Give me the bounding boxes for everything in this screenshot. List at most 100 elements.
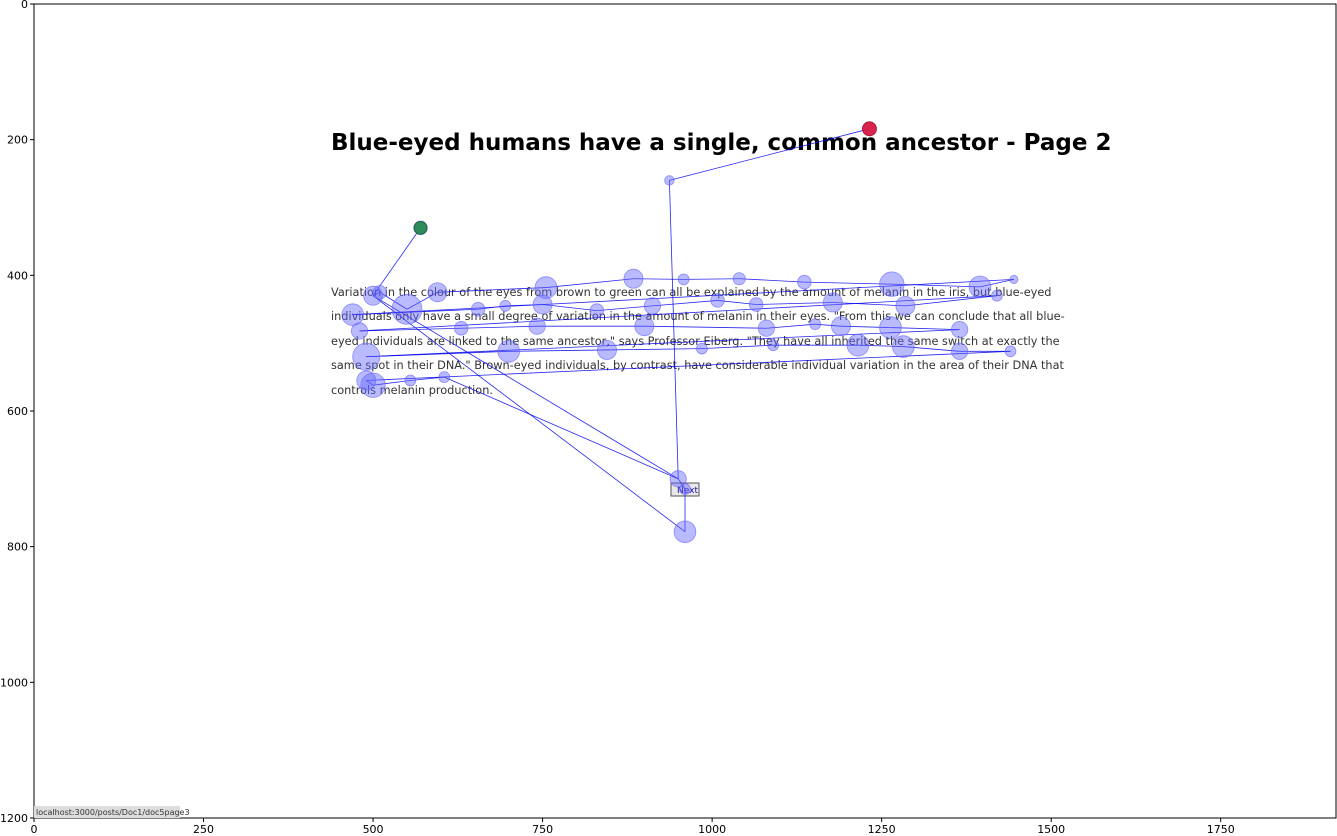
fixation-point	[846, 333, 870, 357]
x-tick-label: 1250	[868, 823, 896, 836]
scanpath-segment	[979, 279, 1014, 288]
scanpath-segment	[379, 291, 408, 310]
fixation-point	[696, 342, 708, 355]
scanpath-segment	[366, 350, 509, 358]
fixation-point	[372, 285, 388, 300]
fixation-point	[679, 483, 691, 495]
scanpath-segment	[701, 344, 774, 349]
scanpath-segment	[677, 478, 686, 490]
scanpath-segment	[372, 295, 686, 533]
fixation-point	[438, 371, 451, 383]
fixation-point	[767, 339, 779, 352]
scanpath-segment	[815, 323, 842, 327]
fixation-point	[623, 268, 644, 289]
fixation-point	[710, 293, 725, 308]
fixation-point	[534, 276, 558, 299]
status-bar: localhost:3000/posts/Doc1/doc5page3	[34, 806, 190, 818]
scanpath-segment	[832, 302, 906, 307]
scanpath-segment	[669, 180, 679, 479]
next-button-label[interactable]: Next	[677, 486, 698, 496]
scanpath-segment	[890, 327, 960, 330]
fixation-point	[797, 274, 812, 290]
x-axis-ticks: 0 250 500 750 1000 1250 1500 1750	[31, 818, 1235, 836]
scanpath-segment	[461, 325, 538, 329]
scanpath-lines	[352, 128, 1014, 533]
scanpath-segment	[372, 227, 421, 296]
fixation-point	[879, 271, 905, 297]
fixation-point	[597, 340, 617, 360]
scanpath-segment	[366, 350, 1011, 381]
fixation-point	[831, 316, 851, 337]
x-tick-label: 0	[31, 823, 38, 836]
y-tick-label: 400	[7, 269, 28, 282]
fixation-point	[589, 303, 605, 318]
x-tick-label: 1750	[1207, 823, 1235, 836]
scanpath-segment	[596, 305, 653, 312]
fixation-point	[427, 282, 448, 303]
scanpath-segment	[542, 304, 597, 312]
fixation-point	[757, 319, 775, 337]
fixation-point	[356, 370, 377, 391]
x-tick-label: 250	[193, 823, 214, 836]
fixation-point	[809, 318, 822, 331]
fixation-points	[341, 121, 1019, 544]
fixation-point	[341, 303, 364, 326]
fixation-point	[350, 322, 369, 340]
x-tick-label: 750	[532, 823, 553, 836]
scanpath-segment	[840, 325, 891, 328]
fixation-point	[951, 342, 969, 360]
scanpath-segment	[437, 287, 547, 293]
x-tick-label: 1500	[1037, 823, 1065, 836]
fixation-point	[1009, 274, 1019, 284]
scanpath-segment	[633, 278, 684, 280]
fixation-point	[664, 175, 675, 186]
scanpath-segment	[444, 376, 679, 480]
fixation-point	[1004, 345, 1017, 358]
fixation-point	[673, 520, 697, 544]
scanpath-segment	[652, 300, 718, 307]
scanpath-segment	[359, 327, 462, 332]
fixation-point	[991, 289, 1003, 302]
scanpath-segment	[359, 295, 997, 332]
status-url: localhost:3000/posts/Doc1/doc5page3	[36, 808, 190, 817]
fixation-point	[968, 275, 992, 299]
scanpath-segment	[644, 325, 767, 329]
scanpath-segment	[508, 349, 608, 352]
fixation-point	[499, 300, 512, 312]
scanpath-segment	[607, 348, 702, 351]
fixation-point	[363, 285, 383, 306]
fixation-point	[749, 297, 764, 312]
fixation-point	[643, 297, 662, 315]
fixation-point	[352, 342, 381, 371]
fixation-point	[454, 321, 469, 336]
fixation-point	[634, 316, 655, 337]
fixation-point	[892, 335, 915, 358]
scanpath-segment	[352, 308, 479, 316]
fixation-point	[391, 293, 423, 325]
end-fixation-marker	[862, 121, 877, 137]
fixation-point	[669, 470, 687, 488]
scanpath-segment	[373, 380, 411, 386]
scanpath-segment	[372, 295, 679, 480]
page-title: Blue-eyed humans have a single, common a…	[331, 130, 1111, 156]
fixation-point	[360, 372, 386, 398]
endpoint-markers	[413, 121, 877, 235]
scanpath-segment	[406, 291, 438, 310]
scanpath-segment	[804, 281, 892, 285]
y-tick-label: 600	[7, 405, 28, 418]
fixation-point	[732, 272, 746, 286]
y-tick-label: 800	[7, 541, 28, 554]
fixation-point	[879, 316, 902, 339]
y-tick-label: 200	[7, 134, 28, 147]
scanpath-segment	[891, 283, 980, 288]
fixation-point	[822, 292, 843, 313]
fixation-point	[404, 374, 417, 387]
y-tick-label: 1000	[0, 676, 28, 689]
fixation-point	[532, 294, 553, 315]
x-tick-label: 1000	[698, 823, 726, 836]
y-tick-label: 1200	[0, 812, 28, 825]
fixation-point	[497, 340, 520, 363]
fixation-point	[528, 317, 546, 335]
